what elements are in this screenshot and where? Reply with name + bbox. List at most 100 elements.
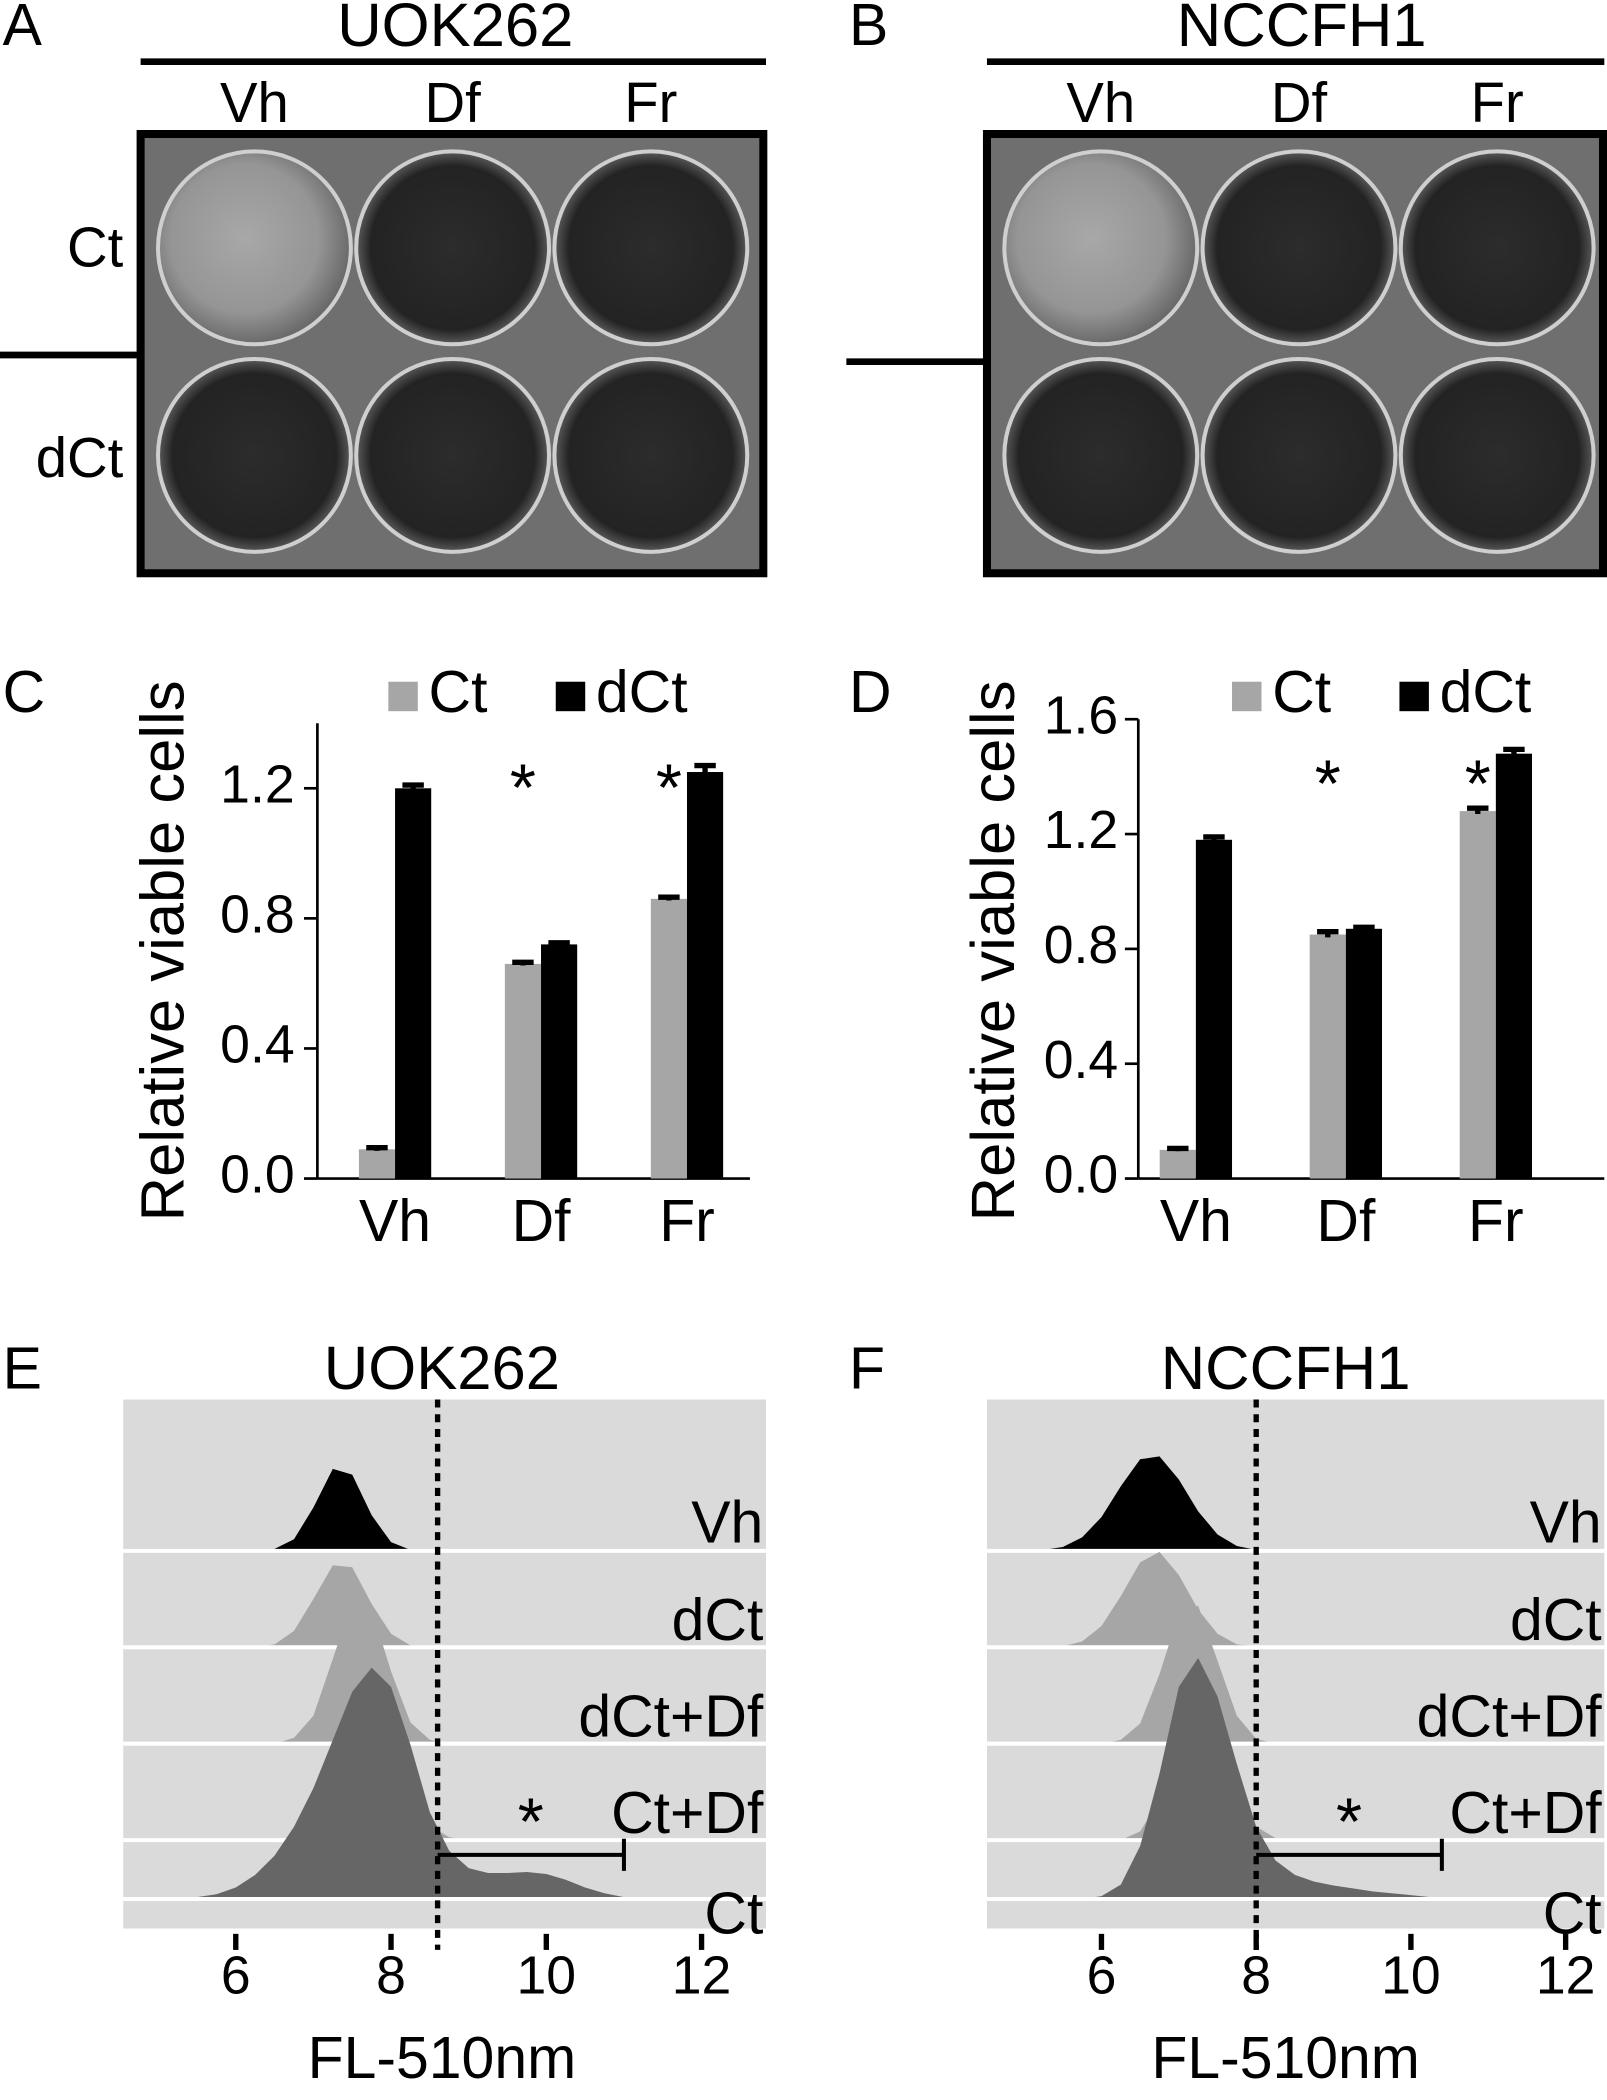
series-label: Ct (1543, 1881, 1602, 1946)
x-tick-label: Vh (359, 1189, 431, 1254)
bar (1195, 839, 1233, 1179)
y-tick-label: 0.0 (1044, 1146, 1118, 1205)
density-area (1024, 1456, 1489, 1551)
error-bar (512, 959, 534, 966)
bar (1495, 753, 1533, 1179)
error-bar (402, 782, 424, 792)
y-tick-label: 0.4 (220, 1016, 294, 1075)
y-axis-label: Relative viable cells (129, 680, 198, 1221)
x-tick-label: 12 (1536, 1947, 1596, 2006)
error-bar (1353, 924, 1375, 931)
bar (504, 963, 542, 1179)
y-tick-label: 1.6 (1044, 686, 1118, 745)
error-bar (1317, 928, 1339, 938)
well (1398, 356, 1596, 554)
error-bar (1167, 1145, 1189, 1152)
well (1398, 149, 1596, 347)
error-bar (694, 762, 716, 779)
chart-title: UOK262 (324, 1334, 560, 1403)
well (156, 356, 353, 554)
series-label: Vh (1530, 1490, 1602, 1555)
well (552, 149, 750, 347)
well (354, 149, 552, 347)
column-label: Vh (220, 71, 289, 134)
well (1200, 356, 1398, 554)
well (1002, 149, 1200, 347)
bar (395, 788, 432, 1179)
bar (1459, 811, 1496, 1179)
error-bar (1467, 805, 1489, 814)
density-area (1024, 1551, 1489, 1648)
column-label: Fr (624, 71, 677, 134)
y-tick-label: 0.8 (220, 886, 294, 945)
x-tick-label: 10 (517, 1947, 577, 2006)
series-label: dCt (672, 1588, 764, 1653)
x-tick-label: 8 (376, 1947, 406, 2006)
column-label: Df (425, 71, 482, 134)
plate-title: NCCFH1 (1177, 0, 1427, 60)
well (1200, 149, 1398, 347)
panel-label: D (849, 660, 892, 725)
bar (358, 1149, 396, 1179)
well (1002, 356, 1200, 554)
legend-label: Ct (1272, 660, 1331, 725)
plot-background (986, 1399, 1605, 1929)
panel-label: C (3, 660, 46, 725)
panel-label: A (3, 0, 43, 58)
legend-label: dCt (596, 660, 688, 725)
x-tick-label: Vh (1160, 1189, 1232, 1254)
significance-mark: * (518, 1784, 544, 1859)
legend-swatch (555, 681, 586, 712)
well (156, 149, 353, 347)
legend-label: Ct (429, 660, 488, 725)
significance-bracket (437, 1838, 626, 1871)
series-label: Ct (704, 1881, 763, 1946)
x-tick-label: 12 (672, 1947, 732, 2006)
x-tick-label: 6 (1087, 1947, 1117, 2006)
x-tick-label: Fr (659, 1189, 715, 1254)
x-tick-label: 8 (1241, 1947, 1271, 2006)
series-label: dCt (1510, 1588, 1602, 1653)
x-axis-label: FL-510nm (1151, 2026, 1419, 2091)
y-tick-label: 0.0 (220, 1146, 294, 1205)
density-area (1024, 1657, 1489, 1900)
y-axis-label: Relative viable cells (959, 680, 1028, 1221)
series-label: Vh (691, 1490, 763, 1555)
density-area (158, 1667, 624, 1900)
y-tick-label: 0.8 (1044, 916, 1118, 975)
row-label: dCt (36, 426, 124, 489)
chart-title: NCCFH1 (1161, 1334, 1411, 1403)
x-tick-label: Fr (1468, 1189, 1524, 1254)
legend-swatch (1399, 681, 1429, 712)
significance-mark: * (510, 751, 536, 826)
x-axis-label: FL-510nm (308, 2026, 576, 2091)
column-label: Fr (1471, 71, 1524, 134)
column-label: Vh (1066, 71, 1135, 134)
bar (686, 772, 724, 1179)
density-area (158, 1600, 624, 1744)
well (552, 356, 750, 554)
bar (650, 898, 687, 1179)
bar (1345, 928, 1383, 1179)
row-label: Ct (67, 216, 124, 279)
error-bar (658, 894, 680, 901)
panel-label: B (849, 0, 888, 58)
x-tick-label: 6 (221, 1947, 251, 2006)
legend-label: dCt (1440, 660, 1532, 725)
error-bar (366, 1144, 388, 1151)
panel-label: E (3, 1336, 42, 1401)
error-bar (548, 940, 570, 947)
panel-label: F (849, 1336, 885, 1401)
significance-mark: * (1315, 747, 1341, 822)
significance-mark: * (1465, 747, 1491, 822)
y-tick-label: 1.2 (220, 755, 294, 814)
significance-mark: * (1336, 1784, 1362, 1859)
bar (1309, 934, 1346, 1179)
well (354, 356, 552, 554)
error-bar (1203, 834, 1225, 843)
legend-swatch (388, 681, 418, 712)
series-label: dCt+Df (1417, 1684, 1603, 1749)
bar (1159, 1149, 1196, 1179)
